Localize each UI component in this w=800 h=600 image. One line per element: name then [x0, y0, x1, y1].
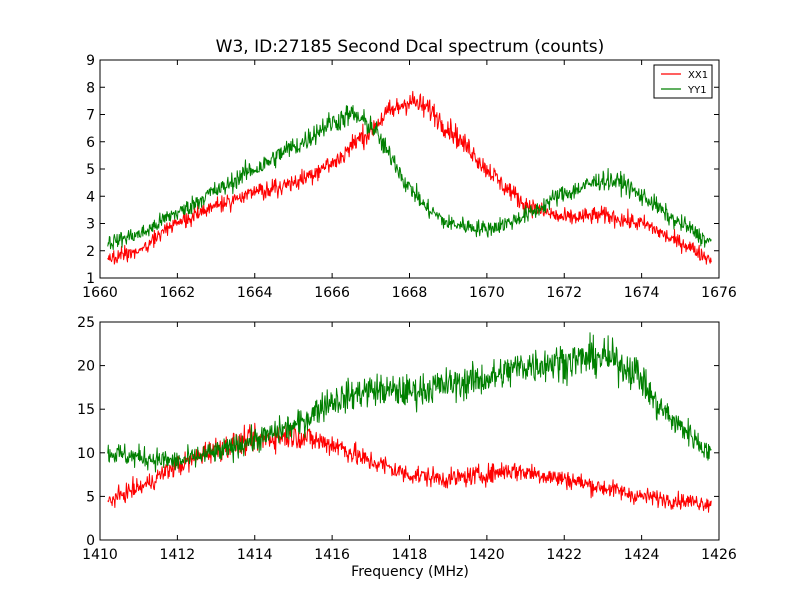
x-tick-label: 1418 — [392, 547, 428, 563]
x-tick-label: 1424 — [624, 547, 660, 563]
y-tick-label: 15 — [77, 402, 95, 418]
y-tick-label: 8 — [86, 80, 95, 96]
series-line-green — [107, 332, 712, 473]
series-group — [107, 332, 712, 513]
x-tick-label: 1666 — [314, 285, 350, 301]
legend-label-yy1: YY1 — [687, 85, 707, 96]
y-tick-label: 9 — [86, 53, 95, 69]
x-axis-label: Frequency (MHz) — [351, 564, 469, 580]
x-tick-label: 1422 — [546, 547, 582, 563]
x-tick-label: 1664 — [237, 285, 273, 301]
x-tick-label: 1412 — [160, 547, 196, 563]
y-tick-label: 5 — [86, 489, 95, 505]
chart-title: W3, ID:27185 Second Dcal spectrum (count… — [216, 37, 605, 57]
x-tick-label: 1410 — [82, 547, 118, 563]
x-tick-label: 1426 — [701, 547, 737, 563]
series-line-yy1 — [107, 105, 712, 250]
series-line-xx1 — [107, 90, 712, 265]
y-tick-label: 6 — [86, 135, 95, 151]
x-tick-label: 1662 — [160, 285, 196, 301]
x-tick-label: 1676 — [701, 285, 737, 301]
x-tick-label: 1668 — [392, 285, 428, 301]
y-tick-label: 2 — [86, 244, 95, 260]
x-tick-label: 1674 — [624, 285, 660, 301]
series-line-red — [107, 422, 712, 513]
x-tick-label: 1660 — [82, 285, 118, 301]
y-tick-label: 1 — [86, 271, 95, 287]
x-tick-label: 1416 — [314, 547, 350, 563]
y-tick-label: 20 — [77, 359, 95, 375]
x-tick-label: 1414 — [237, 547, 273, 563]
legend-label-xx1: XX1 — [688, 70, 708, 81]
y-tick-label: 4 — [86, 189, 95, 205]
legend-box — [653, 64, 713, 99]
x-tick-label: 1670 — [469, 285, 505, 301]
series-group — [107, 90, 712, 265]
bottom-panel: 1410 1412 1414 1416 1418 1420 1422 1424 1426 0 5 10… — [77, 315, 737, 563]
y-tick-label: 5 — [86, 162, 95, 178]
y-tick-label: 0 — [86, 533, 95, 549]
y-tick-label: 10 — [77, 446, 95, 462]
y-tick-label: 7 — [86, 108, 95, 124]
y-tick-label: 25 — [77, 315, 95, 331]
legend: XX1 YY1 — [653, 64, 713, 99]
top-panel: 1660 1662 1664 1666 1668 1670 1672 1674 1676 1 2 3 4… — [82, 53, 737, 301]
y-tick-label: 3 — [86, 217, 95, 233]
x-tick-label: 1420 — [469, 547, 505, 563]
x-tick-label: 1672 — [546, 285, 582, 301]
